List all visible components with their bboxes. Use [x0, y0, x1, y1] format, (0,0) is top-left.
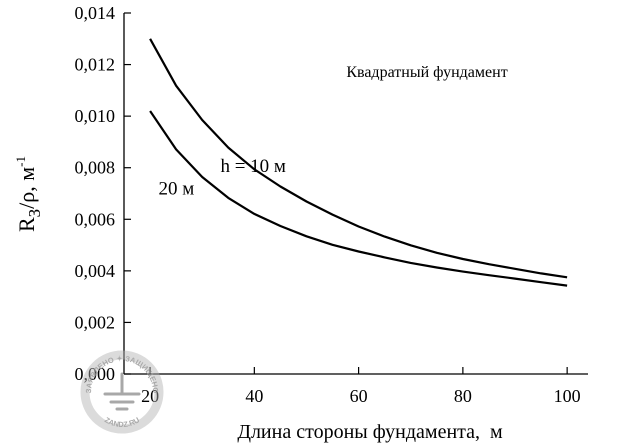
watermark-ring: [80, 350, 164, 434]
plot-area: [123, 13, 588, 375]
x-tick-label: 80: [454, 386, 472, 406]
y-axis-ticks: 0,000 0,002 0,004 0,006 0,008 0,010 0,012 0,014: [75, 3, 131, 384]
series-line-2: [149, 110, 568, 287]
y-tick-label: 0,002: [75, 312, 116, 332]
y-axis-label-sub: З: [25, 209, 44, 218]
y-tick-label: 0,006: [75, 209, 116, 229]
y-axis-label-rest: /ρ, м: [14, 167, 39, 209]
x-tick-label: 100: [554, 386, 581, 406]
x-axis-ticks: 20 40 60 80 100: [141, 367, 581, 406]
x-tick-label: 60: [350, 386, 368, 406]
series-layer: h = 10 м 20 м: [149, 38, 568, 287]
y-axis-label-main: R: [14, 217, 39, 232]
y-tick-label: 0,000: [75, 364, 116, 384]
grounding-icon: [103, 372, 141, 411]
y-tick-label: 0,004: [75, 261, 116, 281]
x-axis-label: Длина стороны фундамента, м: [237, 421, 503, 443]
y-tick-label: 0,010: [75, 106, 116, 126]
watermark-seal: ЗАЯВЛЕНО ✦ ЗАЩИЩЕНО ZANDZ.RU: [80, 350, 164, 434]
y-tick-label: 0,014: [75, 3, 116, 23]
series-annotation-1: h = 10 м: [220, 156, 286, 177]
series-annotation-2: 20 м: [159, 178, 195, 199]
y-tick-label: 0,012: [75, 55, 116, 75]
y-axis-label: RЗ/ρ, м-1: [13, 156, 44, 232]
y-axis-label-sup: -1: [13, 156, 28, 167]
chart-title: Квадратный фундамент: [346, 64, 507, 81]
x-tick-label: 40: [245, 386, 263, 406]
x-tick-label: 20: [141, 386, 159, 406]
series-line-1: [149, 38, 568, 279]
y-tick-label: 0,008: [75, 158, 116, 178]
watermark-bottom-text: ZANDZ.RU: [103, 415, 141, 429]
